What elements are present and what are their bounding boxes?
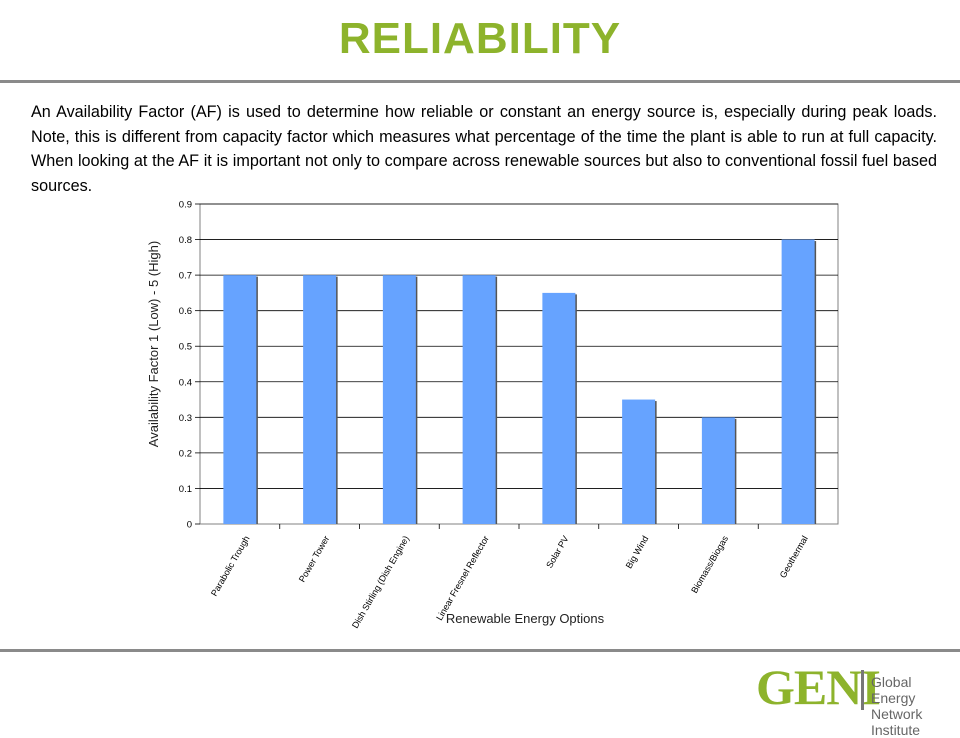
y-tick-label: 0.2 [179,448,192,459]
x-tick-label: Biomass/Biogas [689,534,730,595]
top-divider [0,80,960,83]
y-tick-label: 0.8 [179,235,192,246]
bar [462,275,496,524]
bar [781,239,815,525]
bar [382,275,416,524]
y-tick-label: 0.4 [179,377,192,388]
x-tick-label: Power Tower [297,534,332,584]
y-tick-label: 0.7 [179,271,192,282]
x-axis-title: Renewable Energy Options [446,611,605,626]
logo-separator [861,670,864,710]
intro-paragraph: An Availability Factor (AF) is used to d… [31,103,937,195]
logo-subtitle: Global Energy Network Institute [871,674,956,738]
logo-wordmark: GENI [756,659,881,715]
availability-bar-chart: 0 0.1 0.2 0.3 0.4 0.5 0.6 0.7 0.8 0.9 Parabolic Tr… [146,200,839,630]
plot-area [199,203,839,525]
x-tick-label: Parabolic Trough [209,534,252,598]
y-tick-label: 0.5 [179,342,192,353]
y-tick-label: 0 [187,520,192,531]
y-tick-label: 0.6 [179,306,192,317]
x-tick-label: Geothermal [778,534,810,580]
bar [223,275,257,524]
x-tick-label: Solar PV [544,534,570,570]
y-tick-label: 0.9 [179,200,192,211]
bar [622,399,656,524]
bar [701,417,735,524]
page-title: RELIABILITY [338,14,622,63]
y-tick-label: 0.1 [179,484,192,495]
y-tick-label: 0.3 [179,413,192,424]
y-axis-title: Availability Factor 1 (Low) - 5 (High) [146,241,161,447]
logo-subtitle-line-1: Global Energy [871,674,916,706]
logo-subtitle-line-2: Network Institute [871,706,923,738]
x-tick-label: Linear Fresnel Reflector [434,534,491,622]
bar [303,275,337,524]
geni-logo: GENI Global Energy Network Institute [756,659,956,738]
bar [542,292,576,524]
x-tick-label: Big Wind [624,534,651,570]
x-tick-label: Dish Stirling (Dish Engine) [350,534,411,630]
bottom-divider [0,649,960,652]
